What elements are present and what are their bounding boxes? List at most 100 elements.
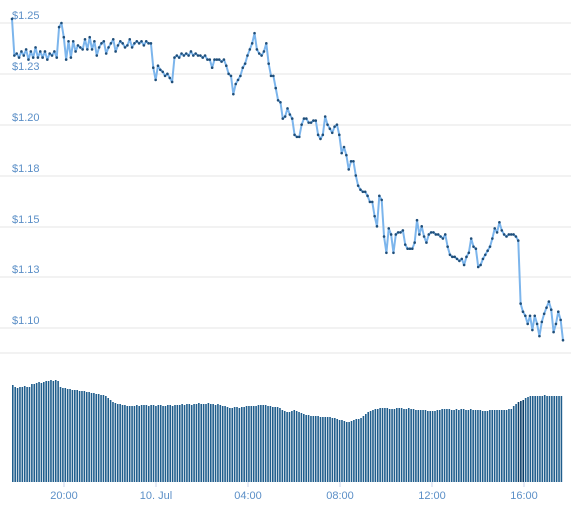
- price-point: [479, 263, 482, 267]
- y-tick-label: $1.25: [12, 10, 40, 22]
- price-point: [420, 225, 424, 228]
- volume-bar: [119, 404, 121, 482]
- price-point: [267, 62, 270, 65]
- price-point: [283, 115, 287, 118]
- volume-bar: [291, 411, 293, 482]
- volume-bar: [486, 411, 489, 482]
- price-point: [227, 72, 230, 76]
- price-point: [199, 54, 202, 57]
- price-point: [493, 227, 497, 230]
- volume-bar: [169, 405, 172, 482]
- price-point: [305, 117, 308, 120]
- volume-bar: [198, 403, 200, 482]
- volume-bar: [167, 405, 169, 482]
- volume-bar: [267, 406, 269, 482]
- volume-bar: [140, 405, 143, 482]
- volume-bar: [314, 416, 317, 482]
- price-point: [389, 233, 393, 236]
- volume-bar: [233, 407, 236, 482]
- price-point: [62, 35, 66, 39]
- price-point: [354, 174, 358, 177]
- volume-bar: [105, 396, 107, 482]
- volume-bar: [555, 396, 558, 482]
- price-point: [542, 312, 546, 316]
- price-point: [436, 233, 440, 236]
- price-point: [83, 37, 87, 41]
- volume-bar: [85, 392, 88, 482]
- volume-bar: [374, 409, 377, 482]
- price-point: [418, 233, 421, 236]
- x-tick-label: 20:00: [50, 490, 78, 502]
- price-point: [269, 74, 273, 78]
- price-point: [538, 334, 541, 338]
- price-point: [314, 119, 318, 122]
- price-point: [182, 54, 186, 57]
- volume-bar: [214, 405, 217, 482]
- price-point: [349, 159, 353, 163]
- price-point: [521, 310, 525, 314]
- volume-bar: [200, 404, 203, 482]
- volume-bar: [88, 392, 90, 482]
- volume-bar: [286, 412, 288, 482]
- price-point: [159, 68, 162, 72]
- price-point: [352, 159, 355, 163]
- volume-bar: [500, 410, 503, 482]
- volume-bar: [40, 383, 43, 482]
- y-tick-label: $1.15: [12, 214, 40, 226]
- volume-bar: [317, 416, 319, 482]
- price-point: [422, 235, 426, 238]
- volume-bar: [83, 391, 86, 482]
- price-point: [411, 247, 414, 250]
- volume-bar: [381, 408, 384, 482]
- price-point: [243, 62, 247, 65]
- price-point: [342, 145, 346, 149]
- volume-bar: [350, 421, 353, 482]
- volume-bar: [548, 396, 551, 482]
- price-point: [71, 40, 75, 43]
- volume-bar: [446, 409, 448, 482]
- volume-bar: [360, 418, 362, 482]
- volume-bar: [412, 409, 415, 482]
- volume-bar: [90, 393, 93, 482]
- price-point: [545, 306, 548, 309]
- volume-bar: [529, 396, 532, 482]
- price-point: [295, 135, 299, 139]
- price-point: [142, 44, 146, 47]
- price-point: [253, 31, 256, 35]
- volume-bar: [522, 400, 525, 482]
- price-point: [208, 58, 212, 61]
- volume-bar: [496, 410, 498, 482]
- price-point: [467, 251, 471, 255]
- price-point: [111, 37, 115, 41]
- price-point: [20, 50, 23, 53]
- volume-bar: [465, 410, 467, 482]
- price-line: [11, 18, 564, 341]
- price-point: [385, 251, 388, 255]
- price-series: [11, 18, 564, 341]
- y-tick-label: $1.20: [12, 112, 40, 124]
- price-point: [57, 25, 61, 29]
- volume-bar: [16, 388, 19, 482]
- volume-bar: [391, 409, 393, 482]
- volume-bar: [38, 382, 40, 482]
- volume-bar: [326, 417, 329, 482]
- volume-bar: [93, 393, 95, 482]
- volume-bar: [183, 405, 186, 482]
- volume-bar: [143, 405, 145, 482]
- price-point: [192, 54, 195, 57]
- price-point: [69, 56, 73, 59]
- volume-bar: [524, 398, 527, 482]
- volume-bar: [477, 410, 479, 482]
- volume-bar: [384, 408, 386, 482]
- volume-bar: [336, 419, 338, 482]
- price-point: [121, 42, 124, 45]
- volume-bar: [467, 410, 470, 482]
- price-point: [161, 70, 164, 74]
- volume-bar: [489, 410, 491, 482]
- price-point: [373, 214, 376, 218]
- price-point: [319, 137, 322, 141]
- price-point: [236, 78, 240, 82]
- price-point: [95, 54, 99, 57]
- volume-bar: [252, 406, 255, 482]
